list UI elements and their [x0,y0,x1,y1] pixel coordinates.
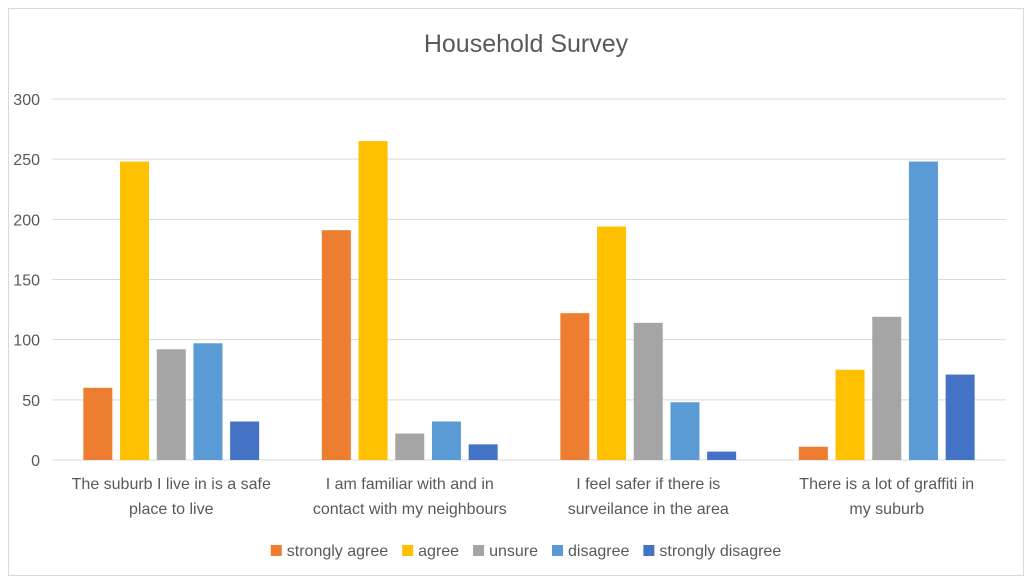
bar-unsure-0 [156,349,186,460]
legend-label: strongly agree [287,543,388,560]
y-tick-label: 0 [31,453,40,470]
bar-agree-2 [597,226,627,460]
bar-disagree-2 [670,402,700,460]
bars [83,141,975,460]
bar-disagree-0 [193,343,223,460]
bar-agree-1 [358,141,388,460]
legend-label: strongly disagree [659,543,781,560]
x-tick-label: I am familiar with and in [326,476,494,493]
bar-strongly-disagree-3 [945,374,975,460]
bar-agree-0 [120,161,150,460]
y-tick-label: 200 [13,212,40,229]
bar-disagree-1 [431,421,461,460]
x-tick-label: my suburb [849,501,924,518]
legend: strongly agree agree unsure disagree strongl… [270,543,781,560]
x-tick-label: I feel safer if there is [576,476,720,493]
x-tick-label: place to live [129,501,214,518]
legend-label: unsure [489,543,538,560]
bar-strongly-disagree-0 [230,421,260,460]
legend-label: disagree [568,543,629,560]
legend-label: agree [418,543,459,560]
y-tick-label: 50 [22,393,40,410]
bar-strongly-agree-3 [798,446,828,460]
x-tick-label: There is a lot of graffiti in [799,476,974,493]
bar-strongly-agree-2 [560,313,590,460]
y-tick-label: 150 [13,273,40,290]
bar-strongly-disagree-1 [468,444,498,460]
bar-strongly-agree-1 [321,230,351,460]
y-axis-ticks: 0 50 100 150 200 250 300 [13,92,40,470]
x-axis-labels: The suburb I live in is a safe place to l… [72,476,975,518]
bar-unsure-1 [395,433,425,460]
bar-agree-3 [835,369,865,460]
legend-swatch-agree [402,545,414,556]
bar-strongly-agree-0 [83,387,113,460]
legend-swatch-strongly-disagree [643,545,655,556]
legend-swatch-strongly-agree [270,545,282,556]
bar-disagree-3 [908,161,938,460]
y-tick-label: 250 [13,152,40,169]
chart-title: Household Survey [424,30,629,58]
bar-strongly-disagree-2 [707,451,737,460]
y-tick-label: 100 [13,333,40,350]
x-tick-label: The suburb I live in is a safe [72,476,271,493]
x-tick-label: contact with my neighbours [313,501,507,518]
chart-frame [8,8,1024,576]
legend-swatch-unsure [473,545,485,556]
bar-unsure-2 [633,322,663,460]
y-tick-label: 300 [13,92,40,109]
x-tick-label: surveilance in the area [568,501,729,518]
bar-unsure-3 [872,316,902,460]
legend-swatch-disagree [552,545,564,556]
